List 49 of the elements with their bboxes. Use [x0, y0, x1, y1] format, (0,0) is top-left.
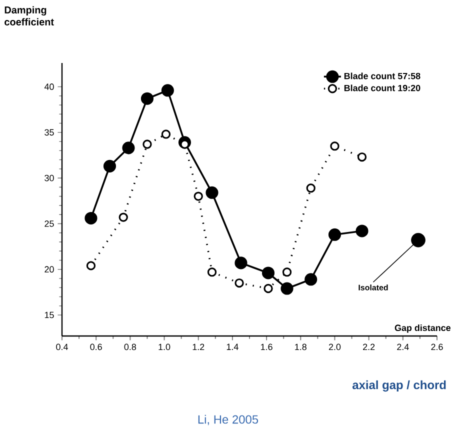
x-tick-label: 2.6 [431, 344, 443, 350]
point [280, 282, 294, 295]
x-tick-label: 1.2 [192, 344, 204, 350]
x-tick-label: 0.4 [56, 344, 68, 350]
y-tick-label: 20 [44, 266, 54, 273]
point [262, 266, 275, 280]
y-tick-label: 40 [44, 84, 54, 90]
y-axis-title: Damping coefficient [4, 6, 54, 26]
point [356, 224, 368, 238]
point [142, 140, 152, 149]
point [357, 152, 367, 162]
point [330, 142, 340, 151]
point [328, 228, 342, 241]
point [411, 232, 426, 248]
point [122, 142, 135, 154]
x-tick-label: 0.6 [90, 344, 102, 350]
point [194, 192, 203, 201]
y-tick-label: 35 [44, 129, 54, 136]
x-tick-label: 2.4 [397, 344, 409, 350]
point [306, 184, 316, 193]
y-tick-label: 30 [44, 174, 54, 182]
x-tick-label: 0.8 [124, 344, 136, 350]
point [207, 268, 217, 277]
text: axial gap / chord [352, 380, 446, 392]
point [264, 284, 273, 294]
y-tick-label: 15 [44, 312, 54, 318]
x-axis-title: Gap distance [394, 324, 451, 333]
point [84, 212, 98, 224]
point [118, 212, 128, 222]
point [206, 186, 218, 199]
y-tick-label: 25 [44, 220, 54, 227]
point [86, 261, 96, 270]
x-tick-label: 1.8 [295, 344, 306, 350]
point [103, 160, 116, 172]
x-tick-label: 1.0 [158, 344, 170, 350]
text: Li, He 2005 [198, 414, 258, 426]
point [161, 84, 174, 97]
point [161, 130, 171, 139]
point [282, 268, 292, 277]
x-tick-label: 2.0 [328, 344, 341, 350]
point [304, 273, 318, 286]
legend-label: Blade count 57:58 [344, 72, 420, 80]
point [140, 92, 154, 105]
x-tick-label: 1.6 [261, 344, 272, 350]
point [234, 278, 244, 288]
x-tick-label: 2.2 [363, 344, 375, 350]
point [234, 256, 248, 270]
x-tick-label: 1.4 [226, 344, 238, 350]
legend-label: Blade count 19:20 [344, 84, 420, 92]
